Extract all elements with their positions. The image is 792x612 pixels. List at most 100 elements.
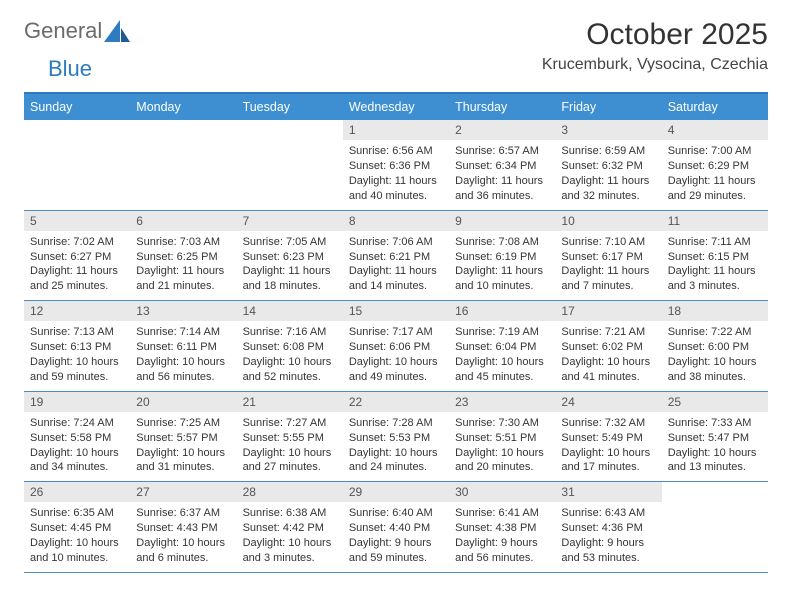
day-number: 20 — [130, 392, 236, 412]
day-number: 7 — [237, 211, 343, 231]
day-cell: 10Sunrise: 7:10 AMSunset: 6:17 PMDayligh… — [555, 211, 661, 301]
logo-text-b: Blue — [48, 56, 92, 81]
day-info-line: Sunset: 5:53 PM — [349, 431, 443, 446]
day-info-line: Daylight: 10 hours and 31 minutes. — [136, 446, 230, 476]
day-info-line: Sunrise: 7:22 AM — [668, 325, 762, 340]
day-info-line: Sunrise: 7:08 AM — [455, 235, 549, 250]
day-info-line: Sunset: 4:43 PM — [136, 521, 230, 536]
day-cell: 15Sunrise: 7:17 AMSunset: 6:06 PMDayligh… — [343, 301, 449, 391]
day-cell: 4 Sunrise: 7:00 AMSunset: 6:29 PMDaylight… — [662, 120, 768, 210]
day-cell: 27Sunrise: 6:37 AMSunset: 4:43 PMDayligh… — [130, 482, 236, 572]
day-cell: 26Sunrise: 6:35 AMSunset: 4:45 PMDayligh… — [24, 482, 130, 572]
day-cell: 7Sunrise: 7:05 AMSunset: 6:23 PMDaylight… — [237, 211, 343, 301]
day-number: 30 — [449, 482, 555, 502]
day-cell: 19Sunrise: 7:24 AMSunset: 5:58 PMDayligh… — [24, 392, 130, 482]
day-cell: 1Sunrise: 6:56 AMSunset: 6:36 PMDaylight… — [343, 120, 449, 210]
day-info-line: Sunset: 6:29 PM — [668, 159, 762, 174]
dayname-mon: Monday — [130, 94, 236, 120]
day-cell: 18Sunrise: 7:22 AMSunset: 6:00 PMDayligh… — [662, 301, 768, 391]
logo-sail-icon — [104, 20, 130, 42]
logo-text-a: General — [24, 18, 102, 44]
day-info-line: Daylight: 9 hours and 53 minutes. — [561, 536, 655, 566]
week-row: 19Sunrise: 7:24 AMSunset: 5:58 PMDayligh… — [24, 392, 768, 483]
day-info-line: Daylight: 11 hours and 21 minutes. — [136, 264, 230, 294]
day-number: 29 — [343, 482, 449, 502]
day-cell: 9Sunrise: 7:08 AMSunset: 6:19 PMDaylight… — [449, 211, 555, 301]
dayname-sat: Saturday — [662, 94, 768, 120]
day-number: 10 — [555, 211, 661, 231]
day-info-line: Daylight: 10 hours and 13 minutes. — [668, 446, 762, 476]
day-info-line: Sunset: 4:38 PM — [455, 521, 549, 536]
day-info-line: Sunrise: 7:00 AM — [668, 144, 762, 159]
day-info-line: Sunrise: 7:30 AM — [455, 416, 549, 431]
day-info-line: Sunrise: 6:43 AM — [561, 506, 655, 521]
day-info-line: Sunset: 6:23 PM — [243, 250, 337, 265]
day-info-line: Sunrise: 7:24 AM — [30, 416, 124, 431]
day-info-line: Sunrise: 7:05 AM — [243, 235, 337, 250]
day-info-line: Sunrise: 6:38 AM — [243, 506, 337, 521]
day-info-line: Sunrise: 7:33 AM — [668, 416, 762, 431]
day-info-line: Daylight: 11 hours and 14 minutes. — [349, 264, 443, 294]
day-info-line: Sunrise: 6:37 AM — [136, 506, 230, 521]
day-number: 25 — [662, 392, 768, 412]
day-cell: 21Sunrise: 7:27 AMSunset: 5:55 PMDayligh… — [237, 392, 343, 482]
day-info-line: Sunset: 4:40 PM — [349, 521, 443, 536]
day-cell: 22Sunrise: 7:28 AMSunset: 5:53 PMDayligh… — [343, 392, 449, 482]
day-info-line: Daylight: 10 hours and 34 minutes. — [30, 446, 124, 476]
day-cell: 5Sunrise: 7:02 AMSunset: 6:27 PMDaylight… — [24, 211, 130, 301]
day-cell: 3Sunrise: 6:59 AMSunset: 6:32 PMDaylight… — [555, 120, 661, 210]
day-number: 27 — [130, 482, 236, 502]
logo: General — [24, 18, 132, 44]
day-info-line: Daylight: 10 hours and 10 minutes. — [30, 536, 124, 566]
day-number: 5 — [24, 211, 130, 231]
day-info-line: Sunset: 5:57 PM — [136, 431, 230, 446]
day-info-line: Sunset: 5:58 PM — [30, 431, 124, 446]
day-cell: 28Sunrise: 6:38 AMSunset: 4:42 PMDayligh… — [237, 482, 343, 572]
day-cell: 23Sunrise: 7:30 AMSunset: 5:51 PMDayligh… — [449, 392, 555, 482]
day-info-line: Sunset: 6:17 PM — [561, 250, 655, 265]
day-info-line: Sunset: 5:55 PM — [243, 431, 337, 446]
day-number: 31 — [555, 482, 661, 502]
day-number: 2 — [449, 120, 555, 140]
day-cell: 12Sunrise: 7:13 AMSunset: 6:13 PMDayligh… — [24, 301, 130, 391]
day-info-line: Sunrise: 6:56 AM — [349, 144, 443, 159]
day-info-line: Sunrise: 7:10 AM — [561, 235, 655, 250]
day-cell: 24Sunrise: 7:32 AMSunset: 5:49 PMDayligh… — [555, 392, 661, 482]
day-cell: 29Sunrise: 6:40 AMSunset: 4:40 PMDayligh… — [343, 482, 449, 572]
day-info-line: Sunrise: 7:11 AM — [668, 235, 762, 250]
day-info-line: Daylight: 10 hours and 49 minutes. — [349, 355, 443, 385]
day-info-line: Daylight: 10 hours and 41 minutes. — [561, 355, 655, 385]
day-info-line: Sunset: 6:11 PM — [136, 340, 230, 355]
title-block: October 2025 Krucemburk, Vysocina, Czech… — [542, 18, 768, 74]
day-number: 28 — [237, 482, 343, 502]
day-number: 4 — [662, 120, 768, 140]
week-row: 12Sunrise: 7:13 AMSunset: 6:13 PMDayligh… — [24, 301, 768, 392]
day-number: 18 — [662, 301, 768, 321]
dayname-sun: Sunday — [24, 94, 130, 120]
day-info-line: Sunrise: 7:16 AM — [243, 325, 337, 340]
day-info-line: Daylight: 10 hours and 59 minutes. — [30, 355, 124, 385]
day-info-line: Sunset: 6:36 PM — [349, 159, 443, 174]
day-info-line: Sunset: 6:08 PM — [243, 340, 337, 355]
day-info-line: Sunset: 5:49 PM — [561, 431, 655, 446]
day-info-line: Sunset: 6:13 PM — [30, 340, 124, 355]
day-info-line: Sunset: 5:47 PM — [668, 431, 762, 446]
day-cell: 11Sunrise: 7:11 AMSunset: 6:15 PMDayligh… — [662, 211, 768, 301]
page: General October 2025 Krucemburk, Vysocin… — [0, 0, 792, 573]
day-number: 15 — [343, 301, 449, 321]
day-number: 1 — [343, 120, 449, 140]
day-cell: 20Sunrise: 7:25 AMSunset: 5:57 PMDayligh… — [130, 392, 236, 482]
day-number: 17 — [555, 301, 661, 321]
dayname-tue: Tuesday — [237, 94, 343, 120]
day-info-line: Sunset: 6:00 PM — [668, 340, 762, 355]
day-cell: . — [130, 120, 236, 210]
day-number: 23 — [449, 392, 555, 412]
day-info-line: Sunset: 6:19 PM — [455, 250, 549, 265]
day-cell: 8Sunrise: 7:06 AMSunset: 6:21 PMDaylight… — [343, 211, 449, 301]
day-info-line: Sunrise: 7:21 AM — [561, 325, 655, 340]
day-number: 6 — [130, 211, 236, 231]
dayname-thu: Thursday — [449, 94, 555, 120]
day-info-line: Daylight: 11 hours and 29 minutes. — [668, 174, 762, 204]
day-cell: 16Sunrise: 7:19 AMSunset: 6:04 PMDayligh… — [449, 301, 555, 391]
day-info-line: Sunset: 6:15 PM — [668, 250, 762, 265]
